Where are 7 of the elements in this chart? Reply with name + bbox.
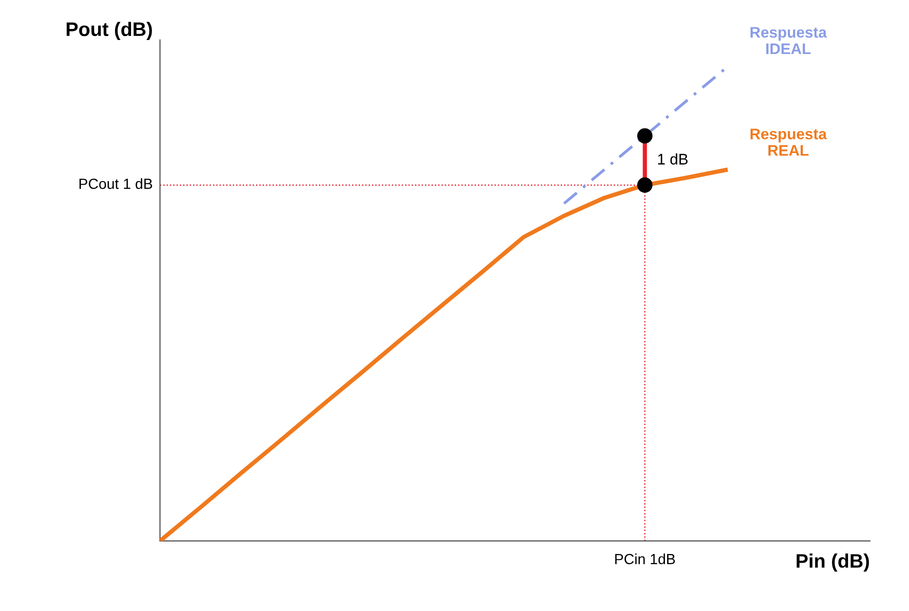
x-axis-title: Pin (dB): [796, 554, 869, 572]
annotation: 1 dB: [658, 153, 688, 165]
y-axis-title: Pout (dB): [66, 22, 152, 40]
ref-line-label: PCout 1 dB: [80, 178, 152, 189]
text: PCin 1dB: [615, 554, 675, 564]
series-label: Respuesta REAL: [750, 128, 827, 156]
series-label: Respuesta IDEAL: [750, 27, 827, 54]
